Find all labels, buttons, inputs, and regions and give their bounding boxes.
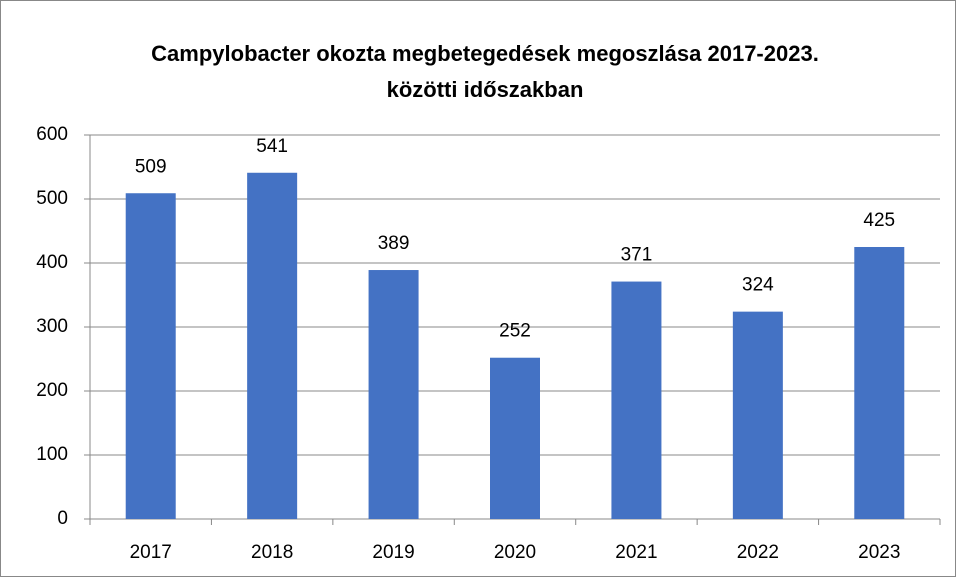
y-tick-label: 600 xyxy=(36,124,68,145)
bar xyxy=(125,193,176,520)
y-tick-label: 100 xyxy=(36,444,68,465)
data-label: 425 xyxy=(863,210,895,231)
y-tick-label: 400 xyxy=(36,252,68,273)
y-tick-label: 0 xyxy=(57,508,68,529)
data-label: 389 xyxy=(378,233,410,254)
y-tick-label: 300 xyxy=(36,316,68,337)
data-label: 324 xyxy=(742,275,774,296)
data-label: 252 xyxy=(499,321,531,342)
data-label: 371 xyxy=(621,245,653,266)
x-tick-label: 2019 xyxy=(372,542,414,563)
bar xyxy=(854,247,905,519)
x-tick-label: 2017 xyxy=(130,542,172,563)
y-tick-label: 500 xyxy=(36,188,68,209)
x-tick-label: 2020 xyxy=(494,542,536,563)
chart-title: Campylobacter okozta megbetegedések mego… xyxy=(151,41,819,102)
bar xyxy=(732,311,783,519)
data-label: 541 xyxy=(256,136,288,157)
bar xyxy=(247,172,298,519)
x-tick-label: 2018 xyxy=(251,542,293,563)
bar xyxy=(490,357,540,519)
x-tick-label: 2023 xyxy=(858,542,900,563)
bar xyxy=(611,281,662,519)
bar xyxy=(368,270,419,519)
data-label: 509 xyxy=(135,156,167,177)
x-tick-label: 2021 xyxy=(615,542,657,563)
y-tick-label: 200 xyxy=(36,380,68,401)
x-tick-label: 2022 xyxy=(737,542,779,563)
